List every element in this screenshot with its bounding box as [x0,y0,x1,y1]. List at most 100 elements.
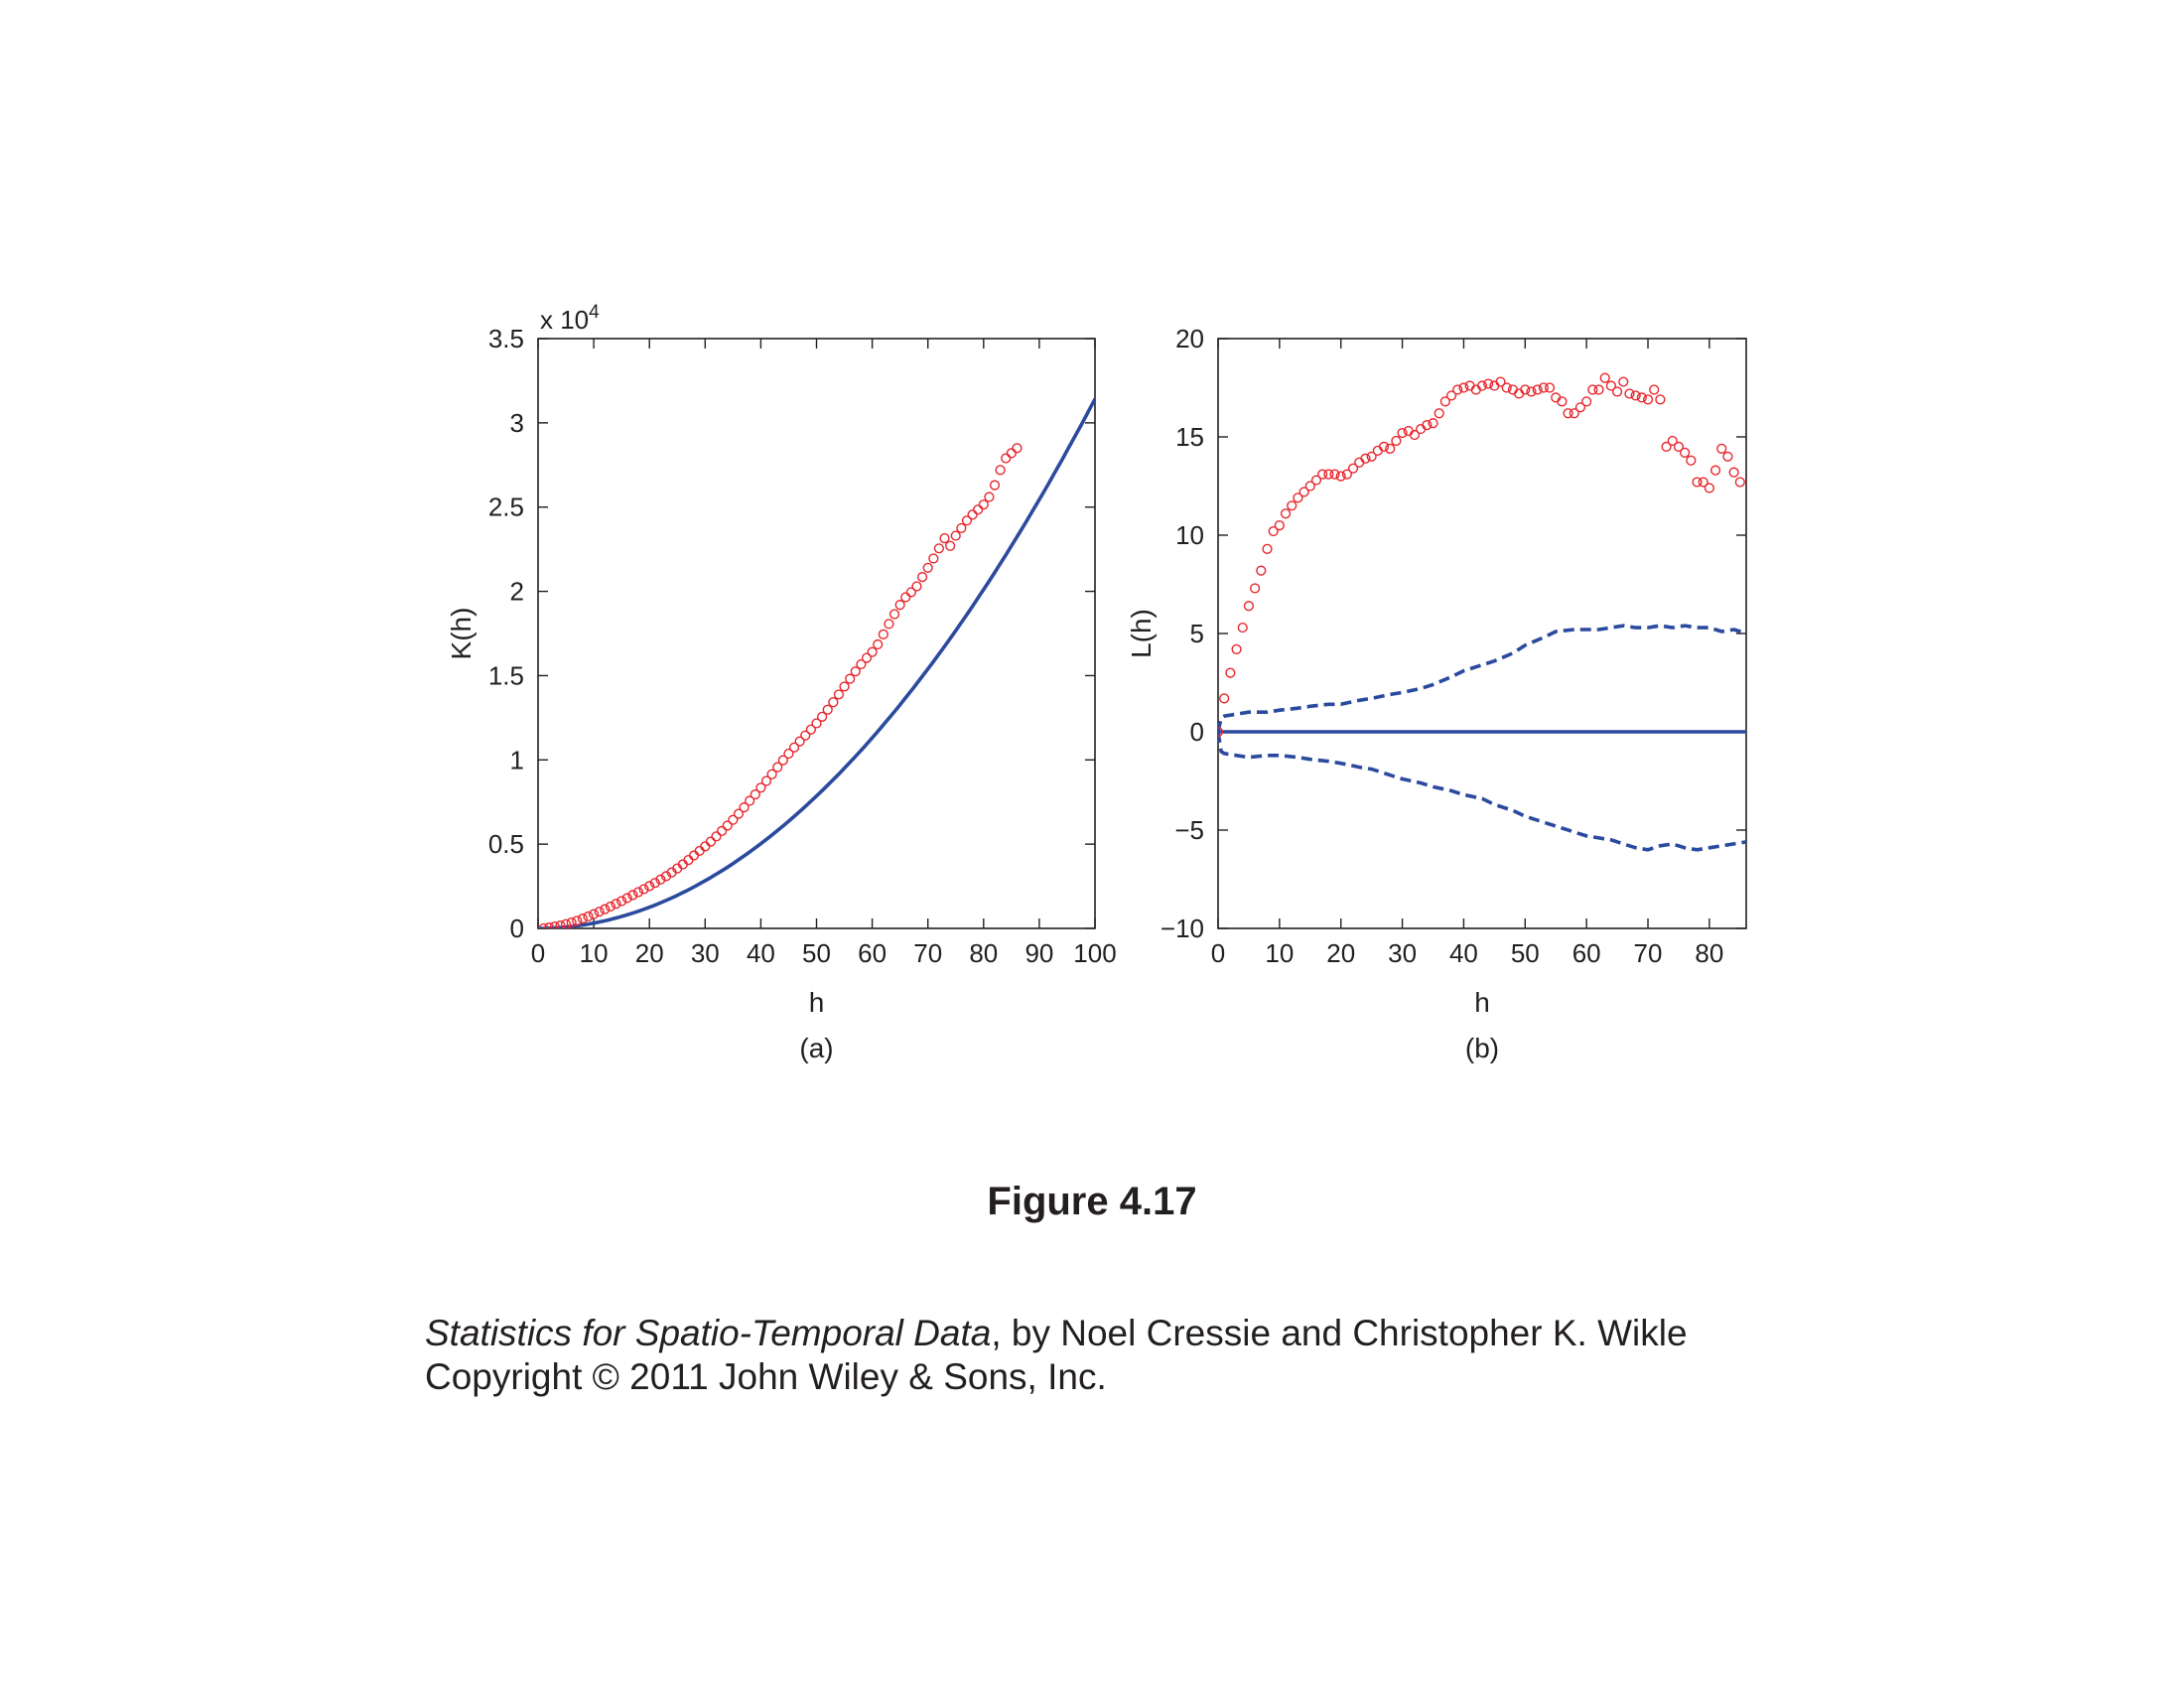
data-point [839,681,850,692]
data-point [922,562,933,573]
data-point [1593,384,1604,395]
data-point [1225,667,1236,678]
panel-label: (b) [1465,1033,1499,1063]
data-point [1231,643,1242,654]
data-point [1287,500,1297,511]
y-tick-label: 1.5 [488,660,524,690]
envelope-line [1218,624,1746,733]
data-point [856,658,867,670]
data-point [1716,443,1727,454]
data-point [1433,408,1444,419]
data-point [638,884,649,895]
data-point [722,820,733,831]
data-point [845,673,856,684]
plot-frame [1217,338,1747,929]
data-point [705,836,717,847]
data-point [555,920,566,928]
data-point [1347,463,1359,474]
data-point [933,543,945,554]
y-tick-label: 10 [1175,520,1204,550]
x-axis-label: h [809,987,825,1018]
data-point [694,845,705,857]
data-point [739,802,750,813]
data-point [905,587,916,598]
data-point [1624,388,1635,399]
data-point [1704,483,1714,493]
data-point [1310,475,1322,486]
y-tick-label: 1 [510,745,524,774]
x-tick-label: 70 [1634,938,1663,968]
data-point [805,724,816,735]
data-point [950,530,961,541]
y-tick-label: −10 [1160,914,1204,943]
data-point [1680,447,1691,458]
data-point [655,874,666,885]
data-point [1391,435,1402,447]
y-tick-label: 0 [1190,717,1204,747]
data-point [605,901,616,913]
data-point [984,492,995,502]
x-tick-label: 40 [747,938,775,968]
data-point [1237,622,1248,633]
x-tick-label: 70 [913,938,942,968]
data-point [1293,492,1303,503]
data-point [1526,386,1537,397]
x-axis-label: h [1474,987,1490,1018]
data-point [1538,382,1549,393]
x-tick-label: 50 [1511,938,1540,968]
data-point [1587,384,1598,395]
data-point [1605,380,1617,391]
data-point [961,515,973,526]
data-point [1667,435,1678,447]
data-point [700,841,711,852]
data-point [1360,453,1371,464]
data-point [549,921,560,928]
data-point [1219,693,1230,704]
data-point [1483,378,1494,389]
data-point [577,914,588,924]
data-point [538,922,549,928]
data-point [1439,396,1450,407]
book-authors: , by Noel Cressie and Christopher K. Wik… [991,1313,1688,1353]
data-point [1335,471,1346,482]
x-tick-label: 100 [1073,938,1116,968]
data-point [1006,448,1017,459]
x-tick-label: 0 [1211,938,1225,968]
data-point [583,911,594,922]
data-point [833,689,845,700]
data-point [1250,583,1261,594]
data-point [1422,420,1433,431]
theoretical-line [538,397,1095,928]
data-point [1574,402,1586,413]
x-tick-label: 20 [635,938,664,968]
data-point [755,782,766,793]
data-point [828,697,839,708]
y-axis-label: K(h) [446,608,477,660]
data-point [822,704,833,715]
data-point [1557,396,1568,407]
data-point [1569,408,1579,419]
data-point [544,922,555,928]
data-point [777,755,788,766]
data-point [594,907,605,917]
data-point [649,878,660,889]
data-point [850,666,861,677]
x-tick-label: 30 [1388,938,1417,968]
envelope-line [1218,731,1746,852]
data-point [632,887,644,898]
data-point [911,581,922,592]
y-tick-label: 3.5 [488,324,524,353]
data-point [1001,453,1012,464]
data-point [1495,376,1506,387]
data-point [1722,451,1733,462]
data-point [627,890,638,901]
data-point [1445,390,1457,401]
data-point [1649,384,1660,395]
credit-line: Statistics for Spatio-Temporal Data, by … [425,1313,1688,1354]
data-point [1280,508,1292,519]
data-point [600,904,611,914]
x-tick-label: 80 [969,938,998,968]
plot-area [1218,372,1746,852]
data-point [884,619,894,630]
